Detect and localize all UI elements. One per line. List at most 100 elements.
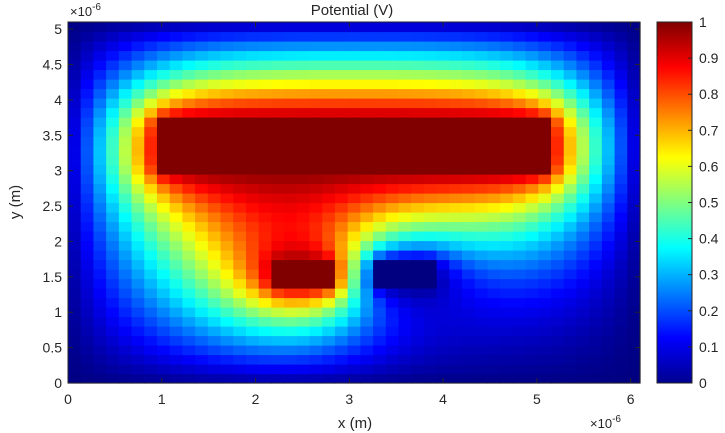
heatmap-cell bbox=[80, 69, 95, 80]
heatmap-cell bbox=[563, 69, 578, 80]
heatmap-cell bbox=[411, 41, 425, 52]
heatmap-cell bbox=[233, 278, 247, 289]
heatmap-cell bbox=[182, 164, 196, 175]
heatmap-cell bbox=[500, 373, 514, 384]
heatmap-cell bbox=[106, 50, 120, 61]
heatmap-cell bbox=[385, 373, 400, 384]
heatmap-cell bbox=[322, 88, 336, 99]
heatmap-cell bbox=[423, 98, 438, 109]
heatmap-cell bbox=[462, 107, 476, 118]
heatmap-cell bbox=[245, 212, 260, 223]
heatmap-cell bbox=[563, 126, 578, 137]
heatmap-cell bbox=[462, 126, 476, 137]
heatmap-cell bbox=[627, 221, 641, 232]
heatmap-cell bbox=[411, 297, 425, 308]
heatmap-cell bbox=[576, 155, 590, 166]
heatmap-cell bbox=[500, 288, 514, 299]
heatmap-cell bbox=[601, 345, 616, 356]
heatmap-cell bbox=[271, 297, 285, 308]
heatmap-cell bbox=[296, 231, 311, 242]
heatmap-cell bbox=[233, 60, 247, 71]
heatmap-cell bbox=[220, 240, 234, 251]
heatmap-cell bbox=[258, 259, 272, 270]
heatmap-cell bbox=[411, 259, 425, 270]
heatmap-cell bbox=[93, 22, 107, 33]
heatmap-cell bbox=[284, 155, 298, 166]
heatmap-cell bbox=[131, 278, 145, 289]
colorbar-tick-label: 0.6 bbox=[699, 158, 719, 174]
heatmap-cell bbox=[487, 240, 501, 251]
heatmap-cell bbox=[233, 69, 247, 80]
heatmap-cell bbox=[449, 288, 463, 299]
heatmap-cell bbox=[309, 107, 323, 118]
heatmap-cell bbox=[500, 31, 514, 42]
heatmap-cell bbox=[551, 88, 565, 99]
heatmap-cell bbox=[118, 183, 133, 194]
heatmap-cell bbox=[360, 31, 374, 42]
heatmap-cell bbox=[347, 88, 361, 99]
heatmap-cell bbox=[347, 41, 361, 52]
heatmap-cell bbox=[589, 373, 603, 384]
heatmap-cell bbox=[423, 326, 438, 337]
heatmap-cell bbox=[80, 126, 95, 137]
heatmap-cell bbox=[525, 145, 539, 156]
heatmap-cell bbox=[462, 250, 476, 261]
heatmap-cell bbox=[106, 117, 120, 128]
heatmap-cell bbox=[271, 145, 285, 156]
heatmap-cell bbox=[245, 335, 260, 346]
heatmap-cell bbox=[334, 69, 349, 80]
heatmap-cell bbox=[156, 335, 171, 346]
heatmap-cell bbox=[195, 60, 209, 71]
heatmap-cell bbox=[233, 373, 247, 384]
heatmap-cell bbox=[589, 22, 603, 33]
heatmap-cell bbox=[144, 155, 158, 166]
heatmap-cell bbox=[525, 250, 539, 261]
heatmap-cell bbox=[436, 79, 450, 90]
heatmap-cell bbox=[131, 259, 145, 270]
heatmap-cell bbox=[525, 278, 539, 289]
heatmap-cell bbox=[156, 259, 171, 270]
heatmap-cell bbox=[334, 41, 349, 52]
heatmap-cell bbox=[80, 326, 95, 337]
heatmap-cell bbox=[436, 335, 450, 346]
heatmap-cell bbox=[207, 136, 222, 147]
heatmap-cell bbox=[512, 307, 527, 318]
heatmap-cell bbox=[601, 107, 616, 118]
plot-frame bbox=[67, 21, 641, 384]
heatmap-cell bbox=[627, 136, 641, 147]
heatmap-cell bbox=[131, 364, 145, 375]
heatmap-cell bbox=[411, 79, 425, 90]
heatmap-cell bbox=[131, 250, 145, 261]
heatmap-cell bbox=[334, 126, 349, 137]
heatmap-cell bbox=[271, 31, 285, 42]
heatmap-cell bbox=[551, 259, 565, 270]
heatmap-cell bbox=[462, 60, 476, 71]
heatmap-cell bbox=[182, 278, 196, 289]
heatmap-cell bbox=[436, 212, 450, 223]
heatmap-cell bbox=[551, 240, 565, 251]
heatmap-cell bbox=[245, 269, 260, 280]
heatmap-cell bbox=[538, 50, 552, 61]
heatmap-cell bbox=[156, 288, 171, 299]
heatmap-cell bbox=[449, 212, 463, 223]
heatmap-cell bbox=[449, 145, 463, 156]
heatmap-cell bbox=[334, 164, 349, 175]
heatmap-cell bbox=[525, 117, 539, 128]
heatmap-cell bbox=[449, 354, 463, 365]
heatmap-cell bbox=[551, 183, 565, 194]
heatmap-cell bbox=[436, 174, 450, 185]
heatmap-cell bbox=[373, 335, 387, 346]
heatmap-cell bbox=[233, 88, 247, 99]
heatmap-cell bbox=[538, 316, 552, 327]
heatmap-cell bbox=[563, 269, 578, 280]
heatmap-cell bbox=[576, 174, 590, 185]
heatmap-cell bbox=[207, 60, 222, 71]
heatmap-cell bbox=[614, 231, 628, 242]
heatmap-cell bbox=[614, 50, 628, 61]
heatmap-cell bbox=[182, 22, 196, 33]
heatmap-cell bbox=[144, 145, 158, 156]
heatmap-cell bbox=[487, 259, 501, 270]
heatmap-cell bbox=[601, 212, 616, 223]
heatmap-cell bbox=[68, 164, 82, 175]
heatmap-cell bbox=[474, 145, 489, 156]
